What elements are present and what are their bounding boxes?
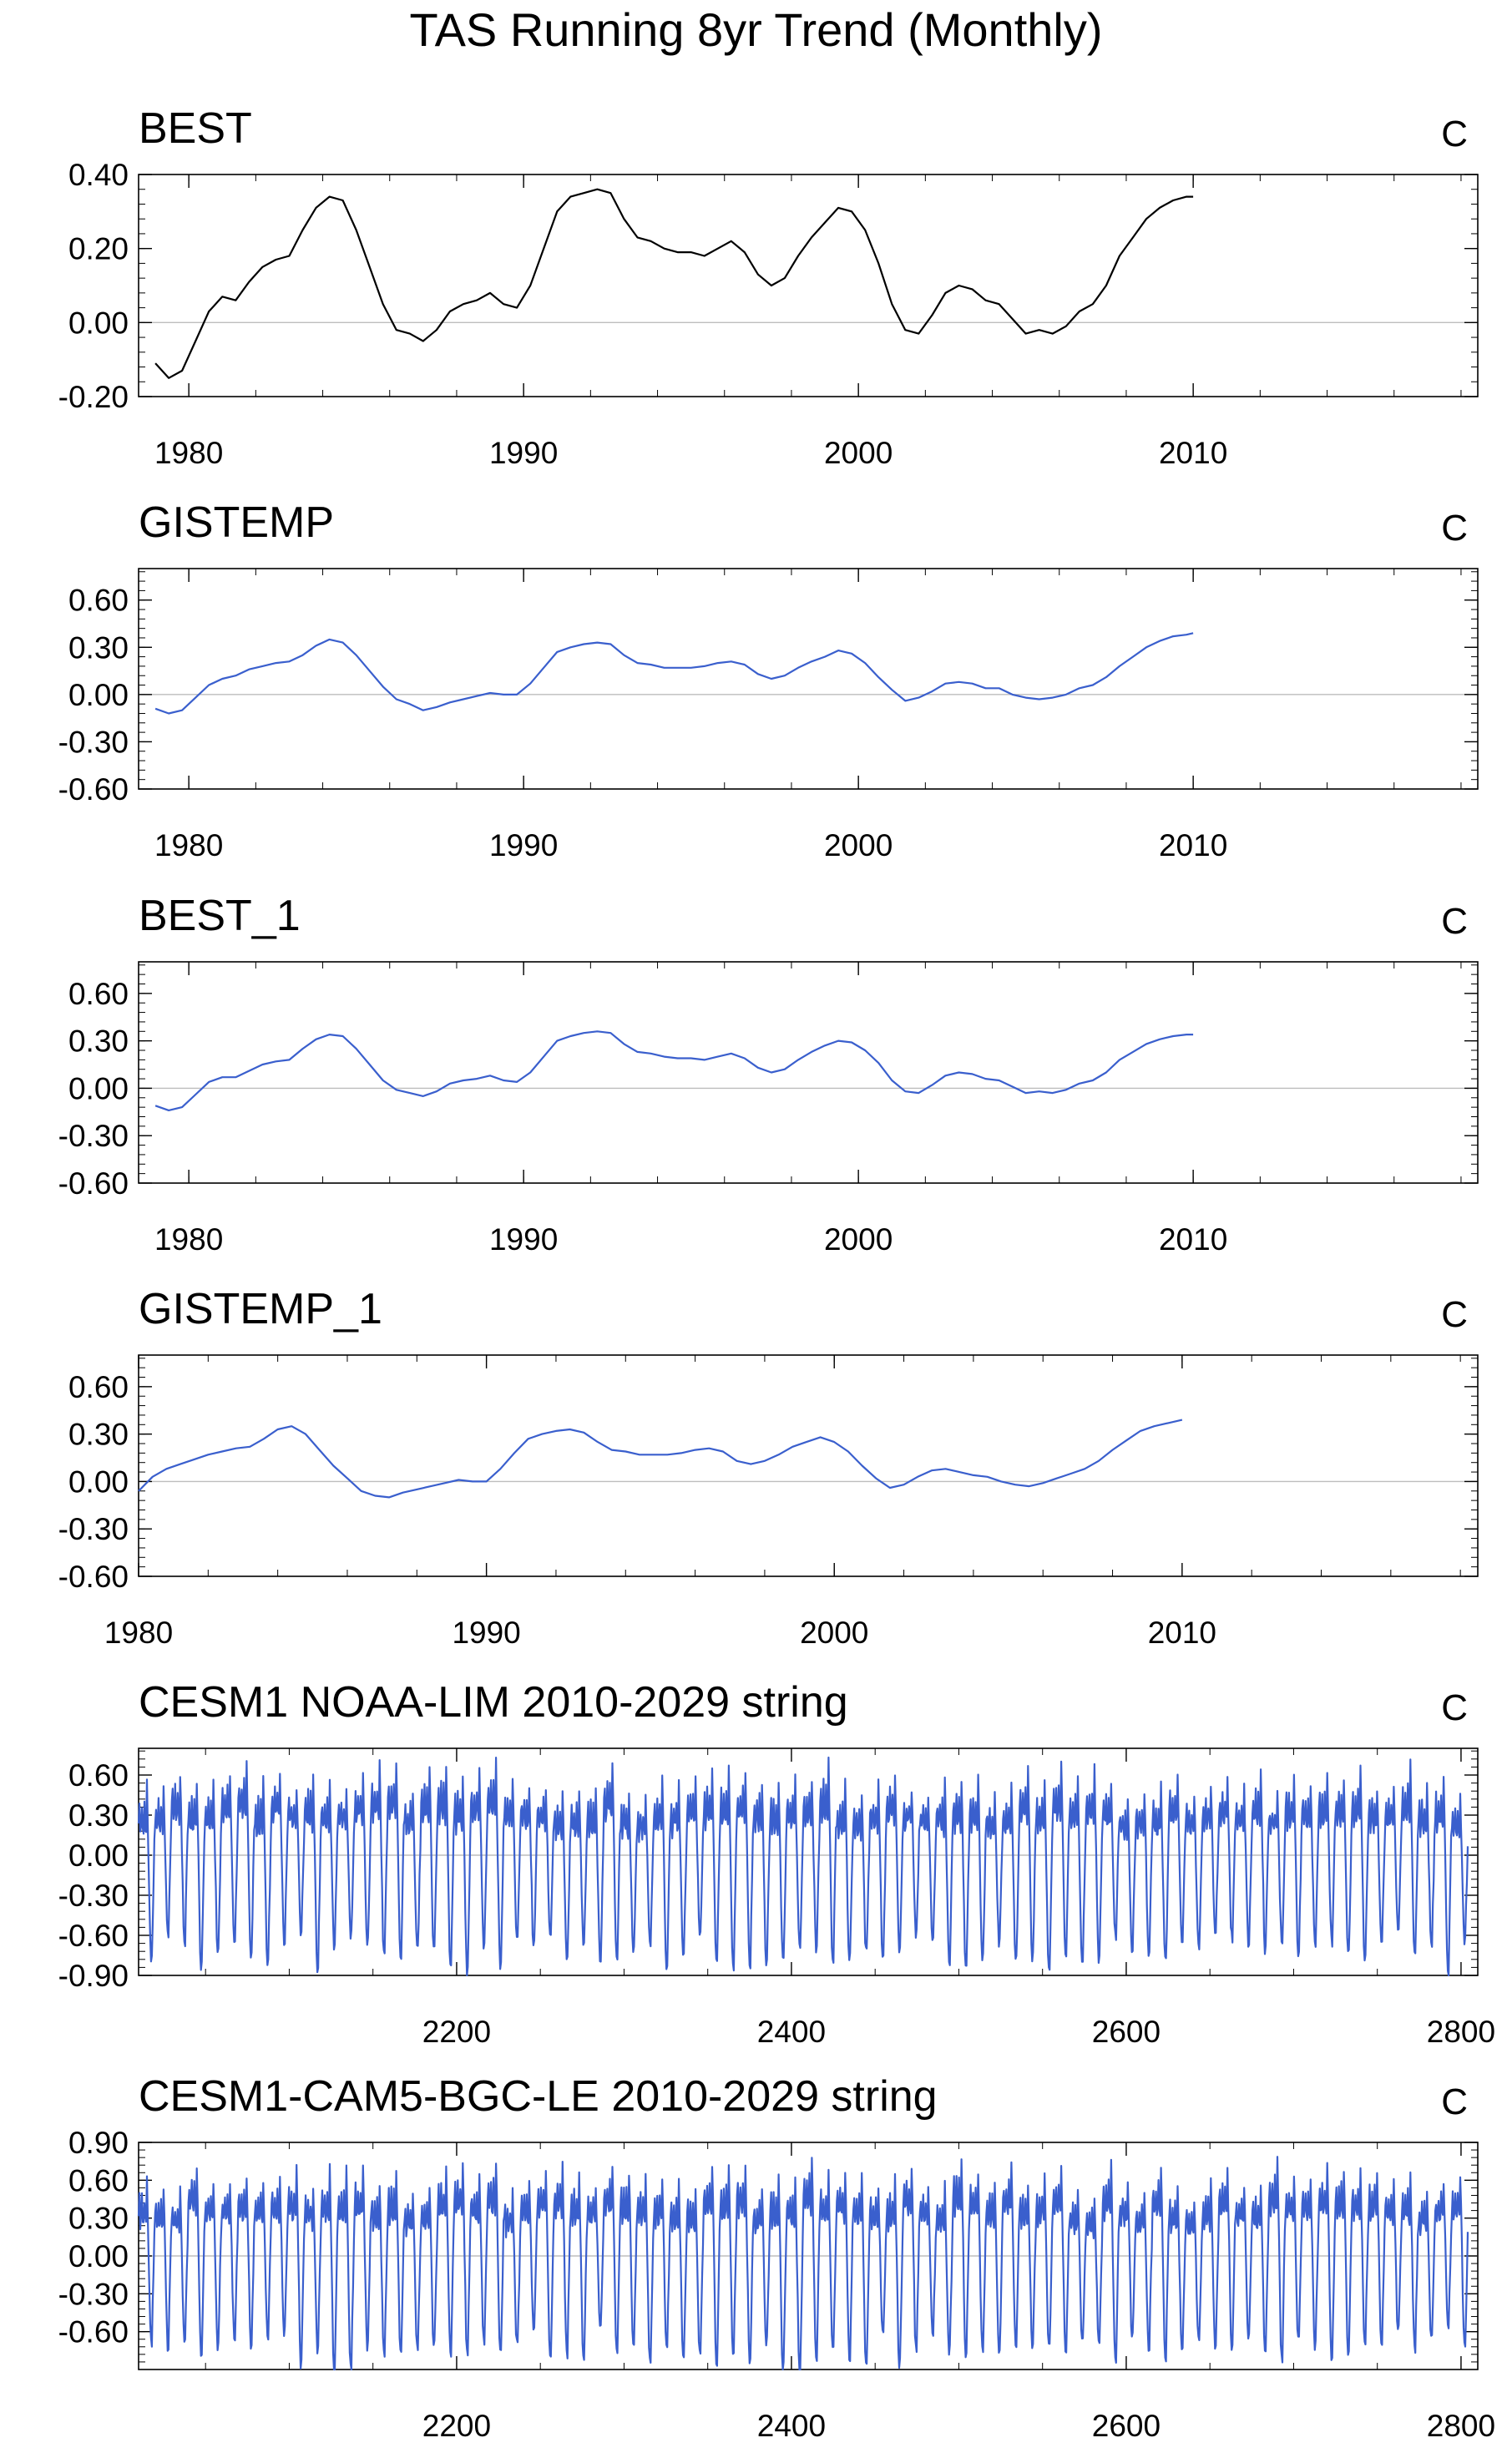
panel-title: CESM1 NOAA-LIM 2010-2029 string	[139, 1678, 848, 1727]
chart-panel-4: GISTEMP_1 C -0.60 -0.30 0.00 0.30 0.60 1980 1990…	[58, 1285, 1479, 1650]
y-tick-label: 0.40	[68, 158, 129, 192]
x-tick-label: 1990	[489, 1222, 558, 1257]
y-tick-label: -0.30	[58, 2277, 129, 2311]
series-line	[154, 188, 1194, 379]
panel-title: GISTEMP_1	[139, 1285, 382, 1333]
series-line	[154, 1030, 1194, 1112]
plot-frame	[138, 1747, 1479, 1976]
y-tick-label: 0.60	[68, 2163, 129, 2198]
plot-frame	[138, 568, 1479, 790]
y-tick-label: 0.00	[68, 2239, 129, 2273]
x-tick-label: 1990	[452, 1616, 520, 1650]
x-tick-label: 2010	[1148, 1616, 1216, 1650]
page-title: TAS Running 8yr Trend (Monthly)	[409, 3, 1103, 56]
y-tick-label: 0.60	[68, 1370, 129, 1404]
series-line	[154, 632, 1194, 715]
x-tick-label: 2600	[1092, 2409, 1161, 2443]
x-tick-label: 2400	[757, 2409, 826, 2443]
y-tick-label: 0.60	[68, 977, 129, 1011]
x-tick-label: 1990	[489, 436, 558, 470]
x-tick-label: 2400	[757, 2015, 826, 2049]
y-tick-label: 0.20	[68, 232, 129, 266]
y-tick-label: 0.90	[68, 2126, 129, 2160]
panel-units: C	[1441, 2081, 1468, 2122]
x-tick-label: 2000	[824, 436, 893, 470]
x-tick-label: 2000	[824, 1222, 893, 1257]
x-tick-label: 1990	[489, 828, 558, 862]
x-tick-label: 2800	[1427, 2015, 1495, 2049]
y-tick-label: 0.00	[68, 1838, 129, 1873]
panel-title: BEST_1	[139, 892, 301, 940]
x-tick-label: 2200	[422, 2409, 491, 2443]
x-tick-label: 1980	[104, 1616, 173, 1650]
y-tick-label: -0.60	[58, 1166, 129, 1201]
y-tick-label: 0.30	[68, 1418, 129, 1452]
y-tick-label: 0.30	[68, 1798, 129, 1833]
y-tick-label: -0.90	[58, 1959, 129, 1993]
chart-panel-5: CESM1 NOAA-LIM 2010-2029 string C -0.90 -0.…	[58, 1678, 1495, 2049]
series-line	[137, 2156, 1469, 2371]
panel-title: BEST	[139, 104, 252, 153]
x-tick-label: 2010	[1159, 828, 1227, 862]
panel-units: C	[1441, 1294, 1468, 1335]
y-tick-label: 0.30	[68, 1024, 129, 1059]
panel-title: CESM1-CAM5-BGC-LE 2010-2029 string	[139, 2072, 938, 2121]
plot-frame	[138, 961, 1479, 1184]
series-line	[137, 1756, 1469, 1977]
x-tick-label: 1980	[154, 436, 223, 470]
x-tick-label: 2800	[1427, 2409, 1495, 2443]
y-tick-label: 0.00	[68, 1071, 129, 1105]
y-tick-label: 0.00	[68, 678, 129, 712]
panel-units: C	[1441, 901, 1468, 942]
y-tick-label: -0.20	[58, 380, 129, 414]
x-tick-label: 2000	[824, 828, 893, 862]
plot-frame	[138, 174, 1479, 397]
y-tick-label: -0.30	[58, 725, 129, 759]
panel-title: GISTEMP	[139, 498, 334, 547]
x-tick-label: 2600	[1092, 2015, 1161, 2049]
chart-panel-1: BEST C -0.20 0.00 0.20 0.40 1980 1990 2000 2010	[58, 104, 1479, 470]
y-tick-label: 0.00	[68, 306, 129, 340]
y-tick-label: -0.30	[58, 1119, 129, 1153]
x-tick-label: 1980	[154, 1222, 223, 1257]
y-tick-label: 0.60	[68, 1758, 129, 1793]
chart-panel-3: BEST_1 C -0.60 -0.30 0.00 0.30 0.60 1980 1990 200…	[58, 892, 1479, 1257]
y-tick-label: -0.60	[58, 2315, 129, 2349]
chart-panel-6: CESM1-CAM5-BGC-LE 2010-2029 string C -0.60…	[58, 2072, 1495, 2443]
y-tick-label: 0.30	[68, 2202, 129, 2236]
y-tick-label: -0.60	[58, 1919, 129, 1953]
chart-panel-2: GISTEMP C -0.60 -0.30 0.00 0.30 0.60 1980 1990 20…	[58, 498, 1479, 862]
series-line	[138, 1419, 1183, 1499]
x-tick-label: 2200	[422, 2015, 491, 2049]
y-tick-label: 0.00	[68, 1464, 129, 1499]
plot-frame	[138, 1354, 1479, 1577]
x-tick-label: 2010	[1159, 436, 1227, 470]
y-tick-label: -0.30	[58, 1512, 129, 1546]
panel-units: C	[1441, 1687, 1468, 1728]
y-tick-label: -0.60	[58, 772, 129, 807]
x-tick-label: 1980	[154, 828, 223, 862]
y-tick-label: -0.30	[58, 1879, 129, 1913]
y-tick-label: 0.60	[68, 584, 129, 618]
panel-units: C	[1441, 114, 1468, 154]
x-tick-label: 2010	[1159, 1222, 1227, 1257]
x-tick-label: 2000	[800, 1616, 868, 1650]
panel-units: C	[1441, 508, 1468, 549]
y-tick-label: 0.30	[68, 630, 129, 665]
y-tick-label: -0.60	[58, 1560, 129, 1594]
